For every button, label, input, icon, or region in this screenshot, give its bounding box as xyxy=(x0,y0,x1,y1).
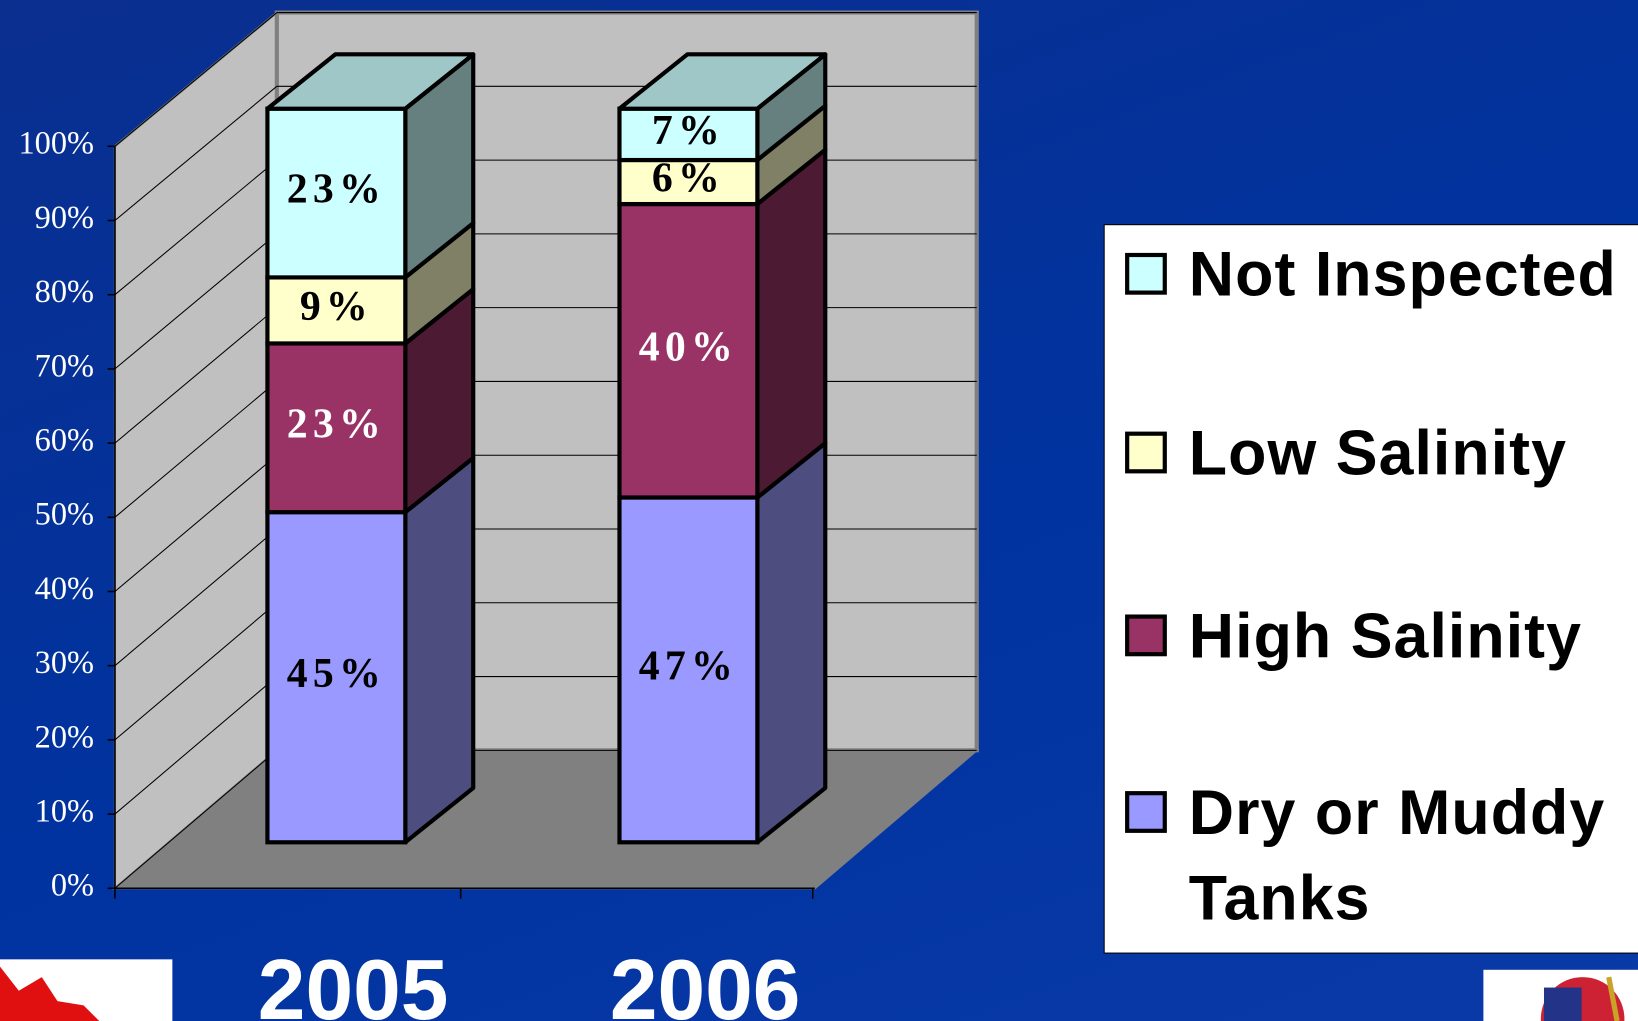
grid-line xyxy=(114,528,278,667)
y-tick-label: 30% xyxy=(35,645,94,681)
bar-top xyxy=(617,52,828,111)
data-label: 45% xyxy=(287,651,386,697)
x-tick-label: 2005 xyxy=(258,942,449,1021)
legend-item: Dry or Muddy Tanks xyxy=(1188,777,1606,934)
categories: 2005 2006 xyxy=(114,888,814,1021)
bar xyxy=(265,510,408,845)
grid-line xyxy=(114,85,278,221)
bar xyxy=(265,106,408,280)
legend-label: Dry or Muddy Tanks xyxy=(1188,777,1606,934)
grid-line xyxy=(114,749,278,889)
flag-canada xyxy=(0,959,173,1021)
legend-label: Not Inspected xyxy=(1188,239,1617,310)
grid-line xyxy=(114,12,278,147)
legend-item: Low Salinity xyxy=(1188,418,1568,489)
grid-line xyxy=(114,454,278,592)
legend-label: High Salinity xyxy=(1188,600,1582,671)
data-label: 6% xyxy=(652,156,725,202)
bar xyxy=(617,495,760,845)
bars: 45% 23% 9% 23% 47% 40% 6%7% xyxy=(265,52,828,845)
legend-swatch xyxy=(1125,791,1167,833)
legend-swatch xyxy=(1125,614,1167,657)
grid-line xyxy=(114,381,278,518)
y-tick-label: 90% xyxy=(35,200,94,236)
legend-swatch xyxy=(1125,252,1167,295)
data-label: 23% xyxy=(287,401,386,447)
grid-line xyxy=(114,676,278,815)
data-label: 23% xyxy=(287,167,386,213)
grid-line xyxy=(114,307,278,444)
grid-line xyxy=(114,602,278,741)
legend-item: High Salinity xyxy=(1188,600,1582,671)
bar-top xyxy=(265,52,476,111)
y-tick-label: 50% xyxy=(35,497,94,533)
bar xyxy=(617,201,760,500)
y-tick-label: 100% xyxy=(19,126,95,162)
legend: Not Inspected Low Salinity High Salinity Dr… xyxy=(1125,239,1617,934)
y-tick-label: 0% xyxy=(51,868,94,904)
data-label: 40% xyxy=(639,324,738,370)
bar-side xyxy=(403,455,476,845)
y-tick-label: 60% xyxy=(35,423,94,459)
flag-usa xyxy=(1483,969,1638,1021)
legend-item: Not Inspected xyxy=(1188,239,1617,310)
grid-line xyxy=(114,233,278,370)
y-tick-label: 70% xyxy=(35,348,94,384)
x-tick-label: 2006 xyxy=(610,942,801,1021)
y-tick-label: 40% xyxy=(35,571,94,607)
y-tick-label: 20% xyxy=(35,719,94,755)
bar-side xyxy=(755,441,828,845)
data-label: 9% xyxy=(300,284,373,330)
legend-swatch xyxy=(1125,431,1167,474)
side-wall xyxy=(113,10,278,891)
legend-box xyxy=(1103,224,1638,954)
data-label: 7% xyxy=(652,108,725,154)
legend-label: Low Salinity xyxy=(1188,418,1568,489)
y-tick-label: 80% xyxy=(35,274,94,310)
y-tick-label: 10% xyxy=(35,794,94,830)
data-label: 47% xyxy=(639,643,738,689)
grid-line xyxy=(114,159,278,296)
bar-side xyxy=(755,147,828,500)
